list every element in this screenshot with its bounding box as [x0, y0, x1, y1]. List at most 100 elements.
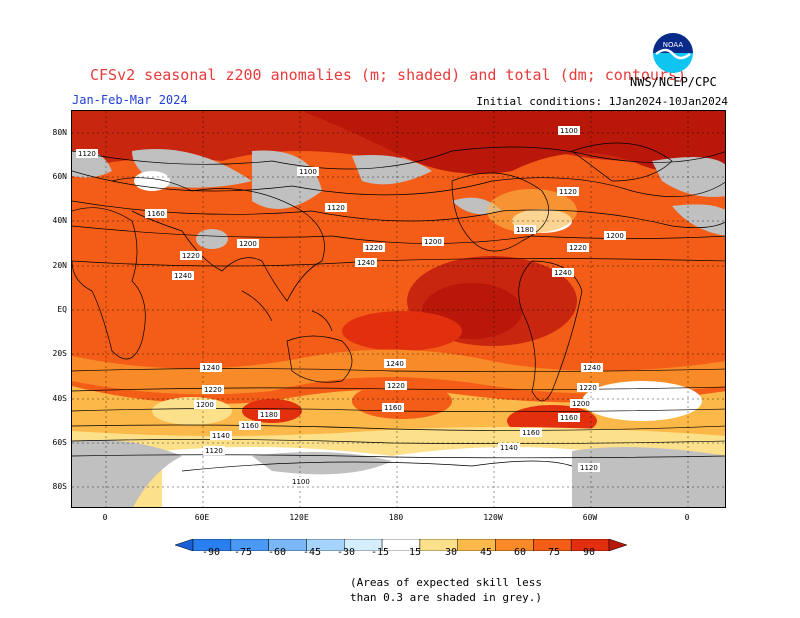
- contour-label: 1200: [194, 400, 216, 409]
- contour-label: 1120: [557, 187, 579, 196]
- svg-text:1200: 1200: [239, 240, 257, 248]
- contour-label: 1160: [520, 428, 542, 437]
- lat-label-60s: 60S: [52, 438, 67, 447]
- svg-text:1160: 1160: [560, 414, 578, 422]
- contour-label: 1240: [355, 258, 377, 267]
- svg-text:1160: 1160: [147, 210, 165, 218]
- svg-text:1240: 1240: [386, 360, 404, 368]
- svg-text:1160: 1160: [384, 404, 402, 412]
- low-skill-region: [72, 440, 182, 507]
- svg-text:NOAA: NOAA: [663, 41, 684, 49]
- lat-label-80n: 80N: [52, 128, 67, 137]
- contour-label: 1240: [581, 363, 603, 372]
- lat-label-60n: 60N: [52, 172, 67, 181]
- contour-label-group: 1120 1100 1100 1120 1120 1160 1180 1200 …: [76, 126, 626, 486]
- colorbar-end-low: [174, 538, 194, 552]
- svg-text:1200: 1200: [196, 401, 214, 409]
- contour-label: 1240: [384, 359, 406, 368]
- colorbar: [174, 536, 628, 555]
- anomaly-map: 1120 1100 1100 1120 1120 1160 1180 1200 …: [71, 110, 726, 508]
- agency-label: NWS/NCEP/CPC: [630, 75, 717, 89]
- lon-label-60e: 60E: [194, 513, 210, 522]
- footnote-line-2: than 0.3 are shaded in grey.): [350, 591, 543, 604]
- colorbar-label: -15: [370, 547, 390, 558]
- contour-label: 1220: [202, 385, 224, 394]
- colorbar-label: 60: [513, 547, 527, 558]
- contour-label: 1220: [385, 381, 407, 390]
- svg-text:1100: 1100: [292, 478, 310, 486]
- svg-text:1160: 1160: [522, 429, 540, 437]
- colorbar-label: -90: [201, 547, 221, 558]
- contour-label: 1200: [422, 237, 444, 246]
- svg-text:1120: 1120: [580, 464, 598, 472]
- svg-text:1220: 1220: [569, 244, 587, 252]
- contour-label: 1220: [363, 243, 385, 252]
- contour-label: 1180: [514, 225, 536, 234]
- colorbar-label: 30: [444, 547, 458, 558]
- svg-text:1140: 1140: [212, 432, 230, 440]
- contour-label: 1140: [498, 443, 520, 452]
- lat-label-eq: EQ: [57, 305, 67, 314]
- svg-text:1240: 1240: [202, 364, 220, 372]
- contour-label: 1120: [325, 203, 347, 212]
- colorbar-label: 45: [479, 547, 493, 558]
- initial-conditions: Initial conditions: 1Jan2024-10Jan2024: [476, 95, 728, 108]
- lon-label-120w: 120W: [483, 513, 503, 522]
- contour-label: 1120: [578, 463, 600, 472]
- svg-text:1180: 1180: [260, 411, 278, 419]
- svg-text:1200: 1200: [572, 400, 590, 408]
- svg-text:1200: 1200: [424, 238, 442, 246]
- colorbar-label: -30: [336, 547, 356, 558]
- svg-text:1240: 1240: [357, 259, 375, 267]
- contour-label: 1100: [558, 126, 580, 135]
- contour-label: 1120: [203, 446, 225, 455]
- contour-label: 1200: [570, 399, 592, 408]
- svg-text:1220: 1220: [365, 244, 383, 252]
- svg-text:1220: 1220: [182, 252, 200, 260]
- colorbar-label: 15: [408, 547, 422, 558]
- footnote-line-1: (Areas of expected skill less: [350, 576, 543, 589]
- chart-title: CFSv2 seasonal z200 anomalies (m; shaded…: [90, 66, 687, 84]
- contour-label: 1180: [258, 410, 280, 419]
- svg-text:1240: 1240: [174, 272, 192, 280]
- svg-text:1160: 1160: [241, 422, 259, 430]
- contour-label: 1220: [180, 251, 202, 260]
- svg-text:1200: 1200: [606, 232, 624, 240]
- contour-label: 1140: [210, 431, 232, 440]
- lat-label-40n: 40N: [52, 216, 67, 225]
- colorbar-label: -75: [233, 547, 253, 558]
- svg-text:1220: 1220: [579, 384, 597, 392]
- svg-text:1120: 1120: [205, 447, 223, 455]
- contour-label: 1200: [604, 231, 626, 240]
- colorbar-end-high: [608, 538, 628, 552]
- contour-label: 1220: [567, 243, 589, 252]
- svg-text:1140: 1140: [500, 444, 518, 452]
- contour-label: 1100: [290, 477, 312, 486]
- lon-label-0-east: 0: [684, 513, 690, 522]
- svg-text:1100: 1100: [560, 127, 578, 135]
- svg-text:1220: 1220: [204, 386, 222, 394]
- svg-text:1240: 1240: [583, 364, 601, 372]
- svg-text:1120: 1120: [327, 204, 345, 212]
- lon-label-120e: 120E: [289, 513, 309, 522]
- contour-label: 1120: [76, 149, 98, 158]
- svg-text:1180: 1180: [516, 226, 534, 234]
- contour-label: 1160: [239, 421, 261, 430]
- contour-label: 1160: [558, 413, 580, 422]
- lon-label-0: 0: [102, 513, 108, 522]
- svg-text:1120: 1120: [78, 150, 96, 158]
- lat-label-40s: 40S: [52, 394, 67, 403]
- svg-text:1100: 1100: [299, 168, 317, 176]
- colorbar-label: 90: [582, 547, 596, 558]
- colorbar-label: -60: [267, 547, 287, 558]
- forecast-period: Jan-Feb-Mar 2024: [72, 93, 188, 107]
- lat-label-80s: 80S: [52, 482, 67, 491]
- contour-label: 1200: [237, 239, 259, 248]
- contour-label: 1160: [145, 209, 167, 218]
- contour-label: 1100: [297, 167, 319, 176]
- lat-label-20s: 20S: [52, 349, 67, 358]
- svg-text:1220: 1220: [387, 382, 405, 390]
- colorbar-label: 75: [547, 547, 561, 558]
- lat-label-20n: 20N: [52, 261, 67, 270]
- svg-text:1120: 1120: [559, 188, 577, 196]
